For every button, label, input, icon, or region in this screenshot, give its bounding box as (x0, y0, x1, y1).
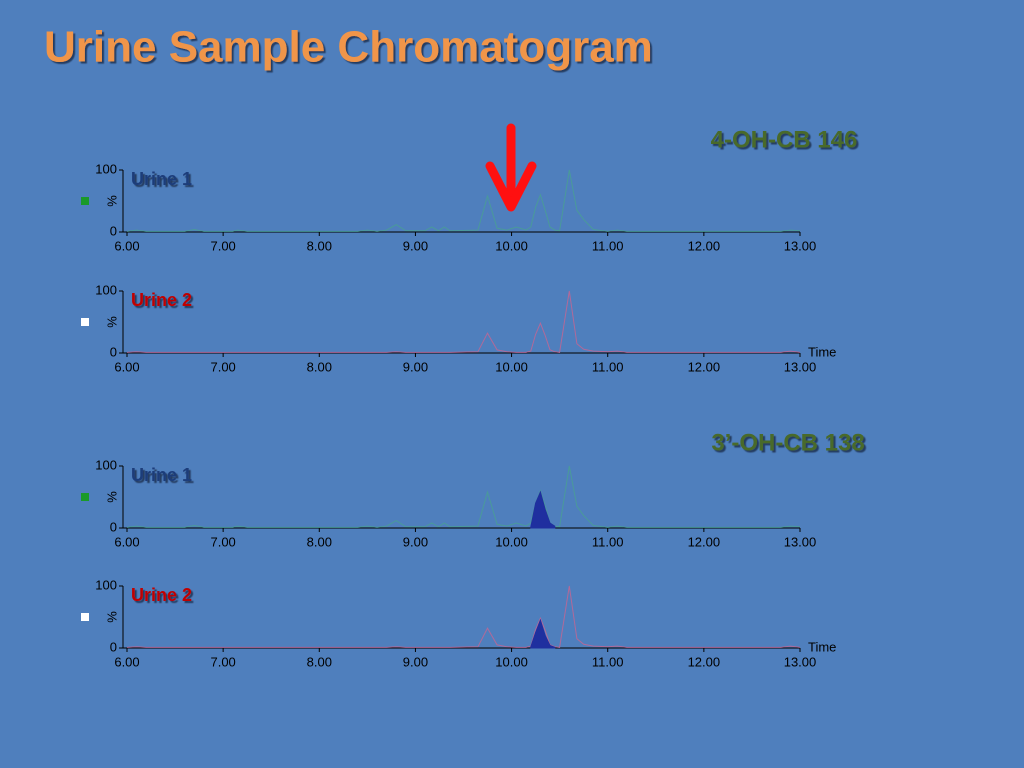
x-tick-label: 7.00 (210, 534, 235, 549)
red-arrow (485, 123, 537, 212)
x-tick-label: 9.00 (403, 238, 428, 253)
y-axis-label: % (104, 316, 119, 328)
y-tick-label: 0 (110, 223, 117, 238)
x-tick-label: 9.00 (403, 654, 428, 669)
trace-line (126, 585, 801, 648)
trace-line (126, 290, 801, 353)
x-tick-label: 8.00 (307, 238, 332, 253)
x-tick-label: 10.00 (495, 359, 528, 374)
x-tick-label: 10.00 (495, 654, 528, 669)
chart-title: Urine 1 (131, 169, 192, 189)
x-tick-label: 6.00 (114, 238, 139, 253)
x-tick-label: 13.00 (784, 654, 817, 669)
x-tick-label: 6.00 (114, 534, 139, 549)
y-tick-label: 0 (110, 519, 117, 534)
x-axis-label: Time (808, 639, 836, 654)
x-tick-label: 13.00 (784, 534, 817, 549)
trace-line (126, 169, 801, 232)
legend-marker (81, 197, 89, 205)
y-tick-label: 0 (110, 639, 117, 654)
y-axis-label: % (104, 491, 119, 503)
x-tick-label: 11.00 (592, 654, 624, 669)
legend-marker (81, 493, 89, 501)
section-heading: 3’-OH-CB 138 (711, 429, 864, 456)
x-tick-label: 12.00 (688, 359, 721, 374)
y-axis-label: % (104, 611, 119, 623)
x-tick-label: 13.00 (784, 359, 817, 374)
x-tick-label: 7.00 (210, 654, 235, 669)
x-tick-label: 8.00 (307, 654, 332, 669)
y-tick-label: 100 (95, 282, 117, 297)
slide-title: Urine Sample Chromatogram (44, 23, 653, 72)
peak-area (530, 490, 556, 529)
x-tick-label: 9.00 (403, 359, 428, 374)
x-tick-label: 10.00 (495, 534, 528, 549)
x-tick-label: 11.00 (592, 238, 624, 253)
x-tick-label: 8.00 (307, 534, 332, 549)
x-axis-label: Time (808, 344, 836, 359)
x-tick-label: 10.00 (495, 238, 528, 253)
y-tick-label: 100 (95, 161, 117, 176)
section-heading: 4-OH-CB 146 (711, 126, 858, 153)
y-tick-label: 100 (95, 577, 117, 592)
chart-title: Urine 1 (131, 465, 192, 485)
x-tick-label: 9.00 (403, 534, 428, 549)
legend-marker (81, 613, 89, 621)
chart-title: Urine 2 (131, 290, 192, 310)
x-tick-label: 6.00 (114, 359, 139, 374)
x-tick-label: 7.00 (210, 359, 235, 374)
y-tick-label: 100 (95, 457, 117, 472)
x-tick-label: 7.00 (210, 238, 235, 253)
trace-line (126, 465, 801, 528)
chart-title: Urine 2 (131, 585, 192, 605)
x-tick-label: 11.00 (592, 359, 624, 374)
y-tick-label: 0 (110, 344, 117, 359)
x-tick-label: 8.00 (307, 359, 332, 374)
peak-area (530, 618, 556, 649)
x-tick-label: 6.00 (114, 654, 139, 669)
x-tick-label: 12.00 (688, 238, 721, 253)
x-tick-label: 12.00 (688, 534, 721, 549)
legend-marker (81, 318, 89, 326)
x-tick-label: 12.00 (688, 654, 721, 669)
x-tick-label: 11.00 (592, 534, 624, 549)
y-axis-label: % (104, 195, 119, 207)
x-tick-label: 13.00 (784, 238, 817, 253)
